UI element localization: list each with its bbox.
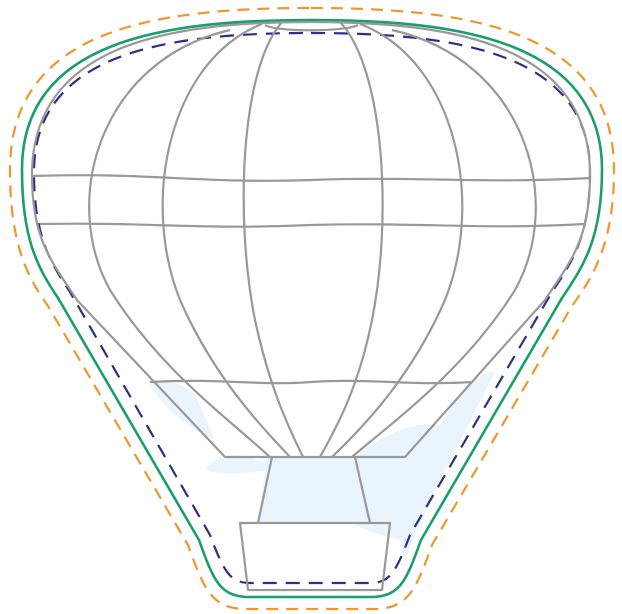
seam: [150, 381, 473, 383]
balloon-diagram: [0, 0, 622, 614]
basket: [240, 523, 390, 590]
seam: [32, 175, 590, 181]
gore-line: [320, 22, 383, 457]
gore-line: [244, 22, 303, 457]
seam: [40, 224, 584, 227]
gore-line: [352, 30, 536, 457]
page: [0, 0, 622, 614]
